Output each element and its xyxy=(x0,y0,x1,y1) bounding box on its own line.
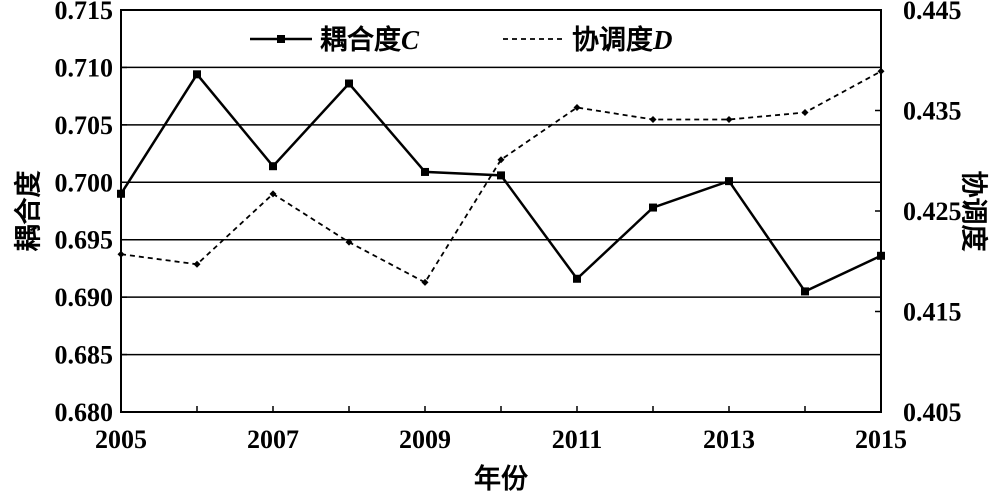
left-y-tick-label: 0.695 xyxy=(55,226,114,255)
data-point-c xyxy=(649,203,657,212)
left-y-tick-label: 0.715 xyxy=(55,0,114,25)
left-y-axis: 0.680 0.685 0.690 0.695 0.700 0.705 0.710 0.715 xyxy=(55,0,127,427)
data-point-d xyxy=(801,109,809,117)
x-axis-title: 年份 xyxy=(474,463,528,494)
left-y-tick-label: 0.710 xyxy=(55,53,114,82)
data-point-c xyxy=(193,70,201,79)
legend-label-d: 协调度D xyxy=(572,24,673,56)
legend-label-c: 耦合度C xyxy=(320,24,420,56)
legend-entry-c: 耦合度C xyxy=(250,24,420,56)
x-tick-label: 2015 xyxy=(855,425,907,454)
right-y-axis: 0.405 0.415 0.425 0.435 0.445 xyxy=(875,0,962,427)
data-point-c xyxy=(725,177,733,186)
data-point-d xyxy=(193,260,201,268)
x-tick-label: 2005 xyxy=(95,425,147,454)
left-y-tick-label: 0.705 xyxy=(55,111,114,140)
left-y-tick-label: 0.700 xyxy=(55,168,114,197)
right-y-tick-label: 0.425 xyxy=(903,197,962,226)
data-point-c xyxy=(877,251,885,260)
left-y-tick-label: 0.685 xyxy=(55,341,114,370)
data-point-c xyxy=(117,189,125,198)
right-y-tick-label: 0.415 xyxy=(903,298,962,327)
left-y-tick-label: 0.680 xyxy=(55,398,114,427)
data-point-d xyxy=(269,190,277,198)
data-point-d xyxy=(573,103,581,111)
data-point-c xyxy=(421,167,429,176)
left-y-axis-title: 耦合度 xyxy=(13,171,45,252)
data-point-c xyxy=(269,162,277,171)
data-point-d xyxy=(725,116,733,124)
legend-label-c-text: 耦合度 xyxy=(320,24,401,56)
right-y-tick-label: 0.405 xyxy=(903,398,962,427)
data-point-c xyxy=(801,287,809,296)
series-line-d xyxy=(120,70,882,284)
data-point-d xyxy=(117,250,125,258)
data-point-d xyxy=(649,116,657,124)
x-tick-label: 2013 xyxy=(703,425,755,454)
legend-label-d-var: D xyxy=(652,25,673,55)
x-tick-label: 2009 xyxy=(399,425,451,454)
legend: 耦合度C 协调度D xyxy=(238,14,718,64)
data-point-c xyxy=(497,171,505,180)
x-tick-label: 2007 xyxy=(247,425,299,454)
legend-entry-d: 协调度D xyxy=(503,24,673,56)
legend-label-c-var: C xyxy=(401,25,420,55)
x-axis: 2005 2007 2009 2011 2013 2015 xyxy=(95,406,907,454)
legend-marker-c xyxy=(277,35,285,43)
right-y-tick-label: 0.435 xyxy=(903,97,962,126)
data-point-c xyxy=(573,274,581,283)
right-y-tick-label: 0.445 xyxy=(903,0,962,25)
legend-background xyxy=(238,14,718,64)
data-point-d xyxy=(497,156,505,164)
data-point-d xyxy=(345,238,353,246)
grid-lines xyxy=(121,66,881,356)
data-point-d xyxy=(877,67,885,75)
plot-frame xyxy=(120,9,882,413)
left-y-tick-label: 0.690 xyxy=(55,283,114,312)
legend-label-d-text: 协调度 xyxy=(572,24,653,56)
data-point-d xyxy=(421,278,429,286)
data-point-c xyxy=(345,79,353,88)
series-layer xyxy=(117,67,885,296)
right-y-axis-title: 协调度 xyxy=(958,171,990,252)
x-tick-label: 2011 xyxy=(552,425,603,454)
